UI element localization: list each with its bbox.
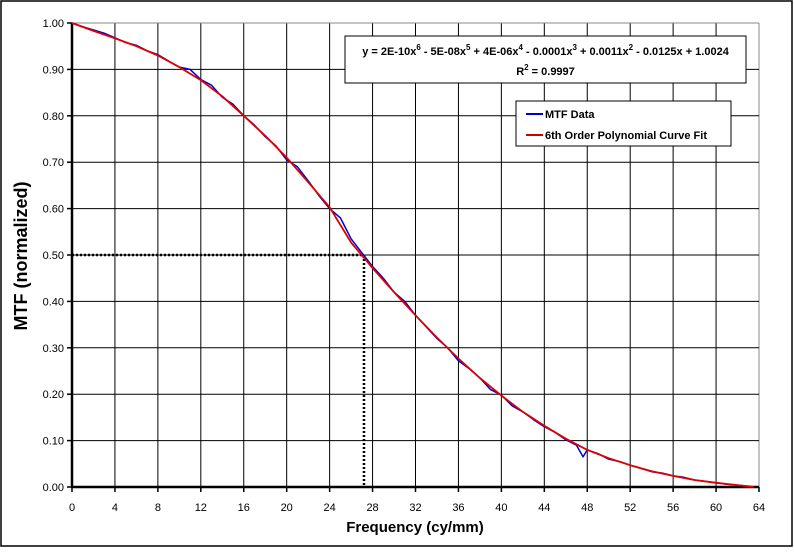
x-tick-label: 32 — [409, 502, 421, 514]
y-tick-label: 0.30 — [43, 343, 64, 355]
equation-exponent: 4 — [518, 43, 523, 52]
y-tick-label: 0.00 — [43, 482, 64, 494]
y-tick-label: 1.00 — [43, 18, 64, 30]
x-tick-label: 24 — [324, 502, 336, 514]
x-tick-label: 60 — [710, 502, 722, 514]
equation-text: y = 2E-10x6 - 5E-08x5 + 4E-06x4 - 0.0001… — [362, 43, 730, 58]
curve-fit-line — [71, 22, 754, 488]
series-marks — [71, 22, 754, 488]
x-tick-label: 52 — [624, 502, 636, 514]
x-tick-label: 40 — [495, 502, 507, 514]
x-tick-label: 28 — [366, 502, 378, 514]
y-axis-title: MTF (normalized) — [11, 182, 31, 331]
y-tick-label: 0.50 — [43, 250, 64, 262]
equation-exponent: 2 — [629, 43, 634, 52]
x-tick-label: 4 — [112, 502, 118, 514]
equation-term: + 4E-06x — [470, 46, 519, 58]
r-squared-text: R2 = 0.9997 — [516, 63, 575, 78]
x-tick-label: 0 — [69, 502, 75, 514]
x-tick-label: 8 — [155, 502, 161, 514]
y-tick-label: 0.90 — [43, 64, 64, 76]
equation-box: y = 2E-10x6 - 5E-08x5 + 4E-06x4 - 0.0001… — [344, 35, 747, 84]
equation-term: y = 2E-10x — [362, 46, 417, 58]
equation-term: + 0.0011x — [577, 46, 630, 58]
x-axis-title: Frequency (cy/mm) — [346, 519, 484, 536]
legend: MTF Data 6th Order Polynomial Curve Fit — [515, 100, 732, 147]
y-tick-label: 0.70 — [43, 157, 64, 169]
x-tick-label: 64 — [753, 502, 765, 514]
x-tick-label: 36 — [452, 502, 464, 514]
y-tick-label: 0.10 — [43, 436, 64, 448]
legend-label-mtf-data: MTF Data — [545, 109, 595, 121]
x-tick-label: 20 — [281, 502, 293, 514]
y-tick-label: 0.20 — [43, 389, 64, 401]
equation-term: - 0.0125x + 1.0024 — [633, 46, 730, 58]
grid — [67, 22, 760, 492]
y-tick-label: 0.40 — [43, 296, 64, 308]
legend-label-curve-fit: 6th Order Polynomial Curve Fit — [545, 130, 707, 142]
equation-term: - 0.0001x — [523, 46, 573, 58]
equation-exponent: 6 — [416, 43, 421, 52]
x-tick-label: 12 — [195, 502, 207, 514]
x-tick-label: 16 — [238, 502, 250, 514]
equation-exponent: 3 — [572, 43, 577, 52]
x-tick-label: 56 — [667, 502, 679, 514]
equation-exponent: 5 — [466, 43, 471, 52]
x-tick-label: 48 — [581, 502, 593, 514]
equation-term: - 5E-08x — [421, 46, 467, 58]
tick-labels: 0 4 8 12 16 20 24 28 32 36 40 44 48 52 56 60 640.000.100… — [43, 18, 766, 514]
y-tick-label: 0.80 — [43, 111, 64, 123]
y-tick-label: 0.60 — [43, 204, 64, 216]
x-tick-label: 44 — [538, 502, 550, 514]
